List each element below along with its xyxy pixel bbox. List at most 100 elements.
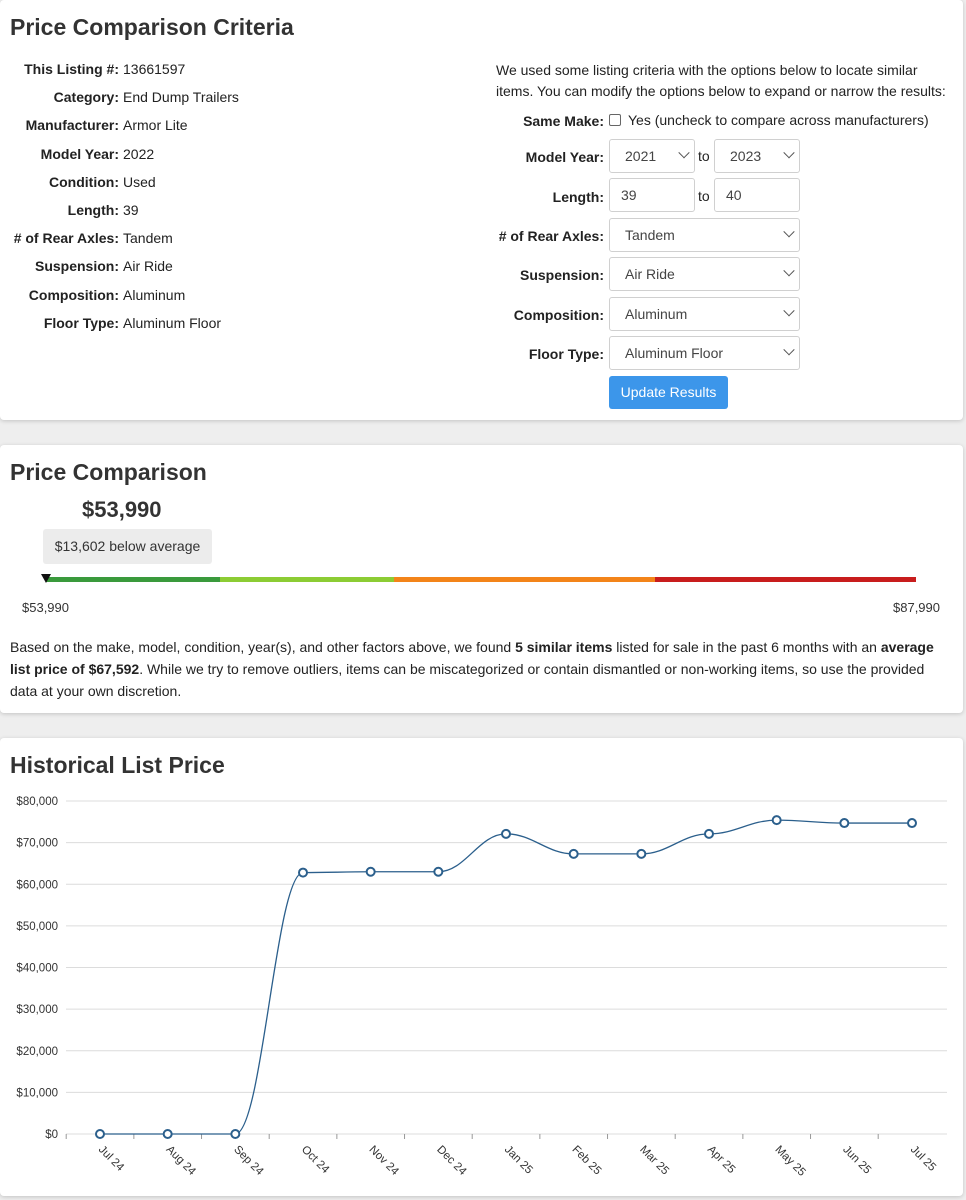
x-tick-label: Dec 24	[434, 1144, 469, 1179]
criteria-card: Price Comparison Criteria This Listing #…	[0, 0, 963, 420]
summary-text-2: listed for sale in the past 6 months wit…	[612, 639, 881, 655]
spec-value: End Dump Trailers	[123, 89, 239, 106]
spec-label: Floor Type:	[43, 314, 119, 331]
x-tick-label: Mar 25	[637, 1144, 671, 1178]
historical-price-chart: $0 $10,000 $20,000 $30,000 $40,000 $50,000 $60…	[16, 796, 947, 1179]
price-range-segment	[46, 577, 220, 582]
price-data-point	[568, 848, 579, 859]
spec-value: Aluminum	[123, 286, 186, 303]
summary-text-1: Based on the make, model, condition, yea…	[10, 639, 516, 655]
price-data-point	[230, 1129, 241, 1139]
spec-row: This Listing #: 13661597	[0, 61, 400, 81]
price-data-point	[636, 848, 647, 859]
price-difference-badge: $13,602 below average	[43, 529, 212, 564]
y-tick-label: $0	[45, 1129, 58, 1141]
floor-type-label: Floor Type:	[528, 346, 604, 362]
y-tick-label: $50,000	[16, 921, 58, 933]
spec-row: Floor Type: Aluminum Floor	[0, 315, 400, 335]
length-to-value: 40	[726, 187, 742, 203]
x-tick-label: Apr 25	[705, 1144, 737, 1176]
price-data-point	[771, 815, 782, 826]
composition-select[interactable]: Aluminum	[609, 297, 800, 331]
y-tick-label: $70,000	[16, 838, 58, 850]
range-min-label: $53,990	[22, 600, 69, 615]
spec-row: Manufacturer: Armor Lite	[0, 117, 400, 137]
price-range-segment	[394, 577, 655, 582]
criteria-title: Price Comparison Criteria	[10, 14, 294, 40]
axles-label: # of Rear Axles:	[498, 228, 604, 244]
x-tick-label: Jun 25	[840, 1144, 873, 1177]
length-label: Length:	[552, 189, 604, 205]
x-tick-label: Feb 25	[570, 1144, 604, 1178]
y-tick-label: $80,000	[16, 796, 58, 808]
x-tick-label: Aug 24	[164, 1144, 199, 1179]
axles-value: Tandem	[625, 227, 675, 243]
chevron-down-icon	[783, 147, 795, 159]
x-tick-label: Oct 24	[299, 1144, 332, 1177]
length-from-value: 39	[621, 187, 637, 203]
spec-row: Condition: Used	[0, 174, 400, 194]
summary-text-3: . While we try to remove outliers, items…	[10, 661, 925, 699]
length-from-input[interactable]: 39	[609, 178, 695, 212]
spec-value: Tandem	[123, 230, 173, 247]
model-year-label: Model Year:	[525, 149, 604, 165]
spec-row: Composition: Aluminum	[0, 287, 400, 307]
x-tick-label: Jul 25	[908, 1144, 938, 1174]
x-tick-label: Sep 24	[231, 1144, 266, 1179]
suspension-select[interactable]: Air Ride	[609, 257, 800, 291]
spec-label: Composition:	[28, 286, 119, 303]
spec-row: # of Rear Axles: Tandem	[0, 230, 400, 250]
chevron-down-icon	[783, 344, 795, 356]
model-year-to-select[interactable]: 2023	[714, 139, 800, 173]
chevron-down-icon	[678, 147, 690, 159]
spec-row: Suspension: Air Ride	[0, 258, 400, 278]
length-to-text: to	[698, 188, 710, 204]
x-tick-label: Nov 24	[367, 1144, 402, 1179]
model-year-from-value: 2021	[625, 148, 657, 164]
floor-type-select[interactable]: Aluminum Floor	[609, 336, 800, 370]
y-tick-label: $60,000	[16, 879, 58, 891]
spec-label: Condition:	[49, 173, 119, 190]
model-year-from-select[interactable]: 2021	[609, 139, 695, 173]
comparison-summary: Based on the make, model, condition, yea…	[10, 636, 955, 702]
spec-label: This Listing #:	[24, 61, 119, 77]
spec-value: Aluminum Floor	[123, 314, 222, 331]
price-comparison-title: Price Comparison	[10, 459, 207, 485]
spec-label: Model Year:	[40, 145, 119, 162]
price-data-point	[365, 866, 376, 877]
price-data-point	[704, 828, 714, 839]
price-data-point	[162, 1129, 173, 1139]
price-data-point	[907, 818, 917, 829]
spec-value: 2022	[123, 145, 155, 162]
same-make-label: Same Make:	[523, 113, 604, 129]
axles-select[interactable]: Tandem	[609, 218, 800, 252]
criteria-intro: We used some listing criteria with the o…	[496, 62, 946, 99]
spec-value: 13661597	[123, 61, 186, 77]
price-data-point	[298, 867, 308, 878]
listing-price: $53,990	[82, 497, 162, 522]
price-marker-icon	[41, 574, 51, 583]
y-tick-label: $30,000	[16, 1004, 58, 1016]
y-tick-label: $10,000	[16, 1087, 58, 1099]
range-max-label: $87,990	[893, 600, 940, 615]
spec-value: 39	[123, 202, 139, 218]
chevron-down-icon	[783, 265, 795, 277]
suspension-label: Suspension:	[519, 267, 604, 283]
price-series-line	[99, 819, 912, 1135]
composition-label: Composition:	[513, 307, 604, 323]
x-tick-label: Jul 24	[96, 1144, 127, 1175]
price-range-segment	[220, 577, 394, 582]
length-to-input[interactable]: 40	[714, 178, 800, 212]
same-make-text: Yes (uncheck to compare across manufactu…	[628, 112, 929, 128]
spec-label: Manufacturer:	[25, 117, 119, 134]
spec-label: Length:	[67, 202, 119, 218]
spec-row: Model Year: 2022	[0, 146, 400, 166]
price-comparison-card: Price Comparison $53,990 $13,602 below a…	[0, 445, 963, 713]
spec-value: Used	[123, 173, 156, 190]
chevron-down-icon	[783, 226, 795, 238]
summary-similar-count: 5 similar items	[515, 639, 613, 655]
price-data-point	[501, 828, 511, 839]
floor-type-value: Aluminum Floor	[625, 345, 724, 361]
same-make-checkbox[interactable]	[609, 114, 621, 126]
update-results-button[interactable]: Update Results	[609, 376, 728, 409]
